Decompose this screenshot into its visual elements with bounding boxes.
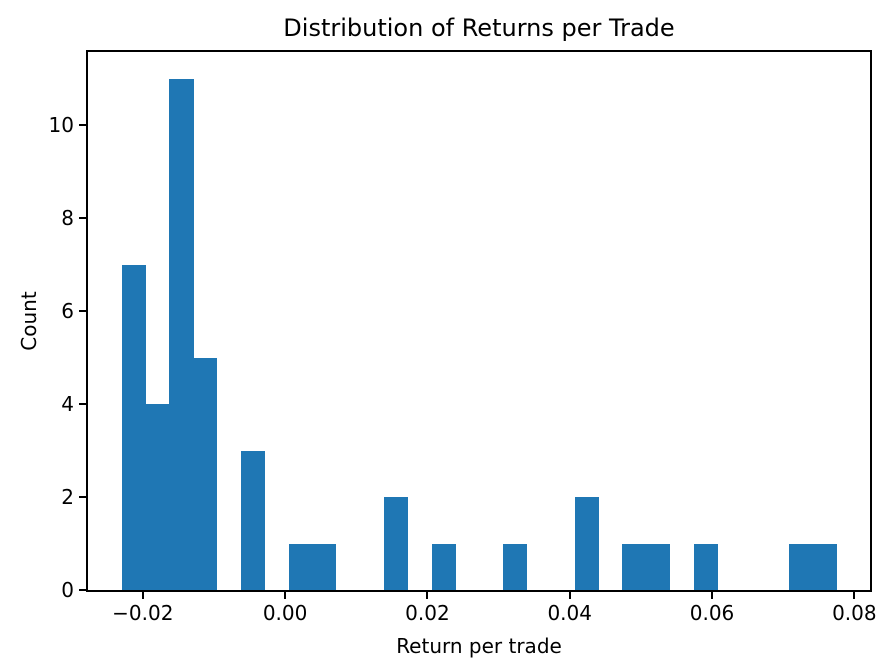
histogram-bar [384, 497, 408, 590]
histogram-bar [503, 543, 528, 590]
histogram-bar [240, 450, 265, 590]
y-tick-label: 0 [61, 578, 74, 602]
histogram-bar [169, 78, 194, 590]
y-tick-mark [79, 217, 86, 219]
x-tick-label: 0.06 [689, 601, 735, 625]
y-tick-mark [79, 589, 86, 591]
histogram-bar [574, 497, 599, 590]
y-tick-mark [79, 403, 86, 405]
histogram-bar [193, 357, 218, 590]
x-tick-mark [853, 592, 856, 599]
y-tick-label: 8 [61, 206, 74, 230]
x-tick-label: 0.08 [832, 601, 877, 625]
y-tick-label: 6 [61, 299, 74, 323]
x-tick-mark [711, 592, 714, 599]
x-tick-label: −0.02 [112, 601, 174, 625]
histogram-bar [789, 543, 814, 590]
histogram-bar [622, 543, 647, 590]
x-tick-mark [284, 592, 287, 599]
y-tick-mark [79, 310, 86, 312]
plot-area [86, 50, 872, 592]
histogram-bar [145, 404, 171, 590]
histogram-bar [646, 543, 671, 590]
histogram-bar [312, 543, 337, 590]
y-tick-label: 10 [48, 113, 74, 137]
y-tick-mark [79, 496, 86, 498]
chart-title: Distribution of Returns per Trade [283, 14, 675, 42]
x-tick-label: 0.02 [405, 601, 450, 625]
histogram-bar [813, 543, 837, 590]
histogram-bar [431, 543, 456, 590]
x-tick-mark [426, 592, 429, 599]
x-tick-label: 0.04 [547, 601, 592, 625]
y-tick-label: 4 [61, 392, 74, 416]
histogram-bar [693, 543, 718, 590]
y-tick-mark [79, 124, 86, 126]
x-tick-mark [568, 592, 571, 599]
x-axis-label: Return per trade [396, 634, 562, 658]
x-tick-label: 0.00 [262, 601, 308, 625]
y-tick-label: 2 [61, 485, 74, 509]
histogram-bar [288, 543, 314, 590]
histogram-bar [121, 264, 147, 590]
x-tick-mark [141, 592, 144, 599]
